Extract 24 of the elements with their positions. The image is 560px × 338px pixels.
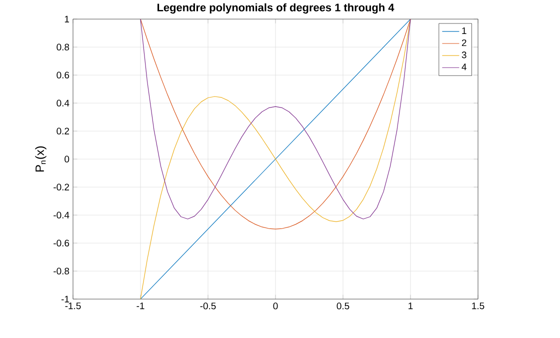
- x-tick-label: 0.5: [336, 302, 350, 310]
- y-tick-label: 0.6: [56, 72, 70, 78]
- y-tick-label: 0.4: [56, 100, 70, 106]
- x-tick-label: -1: [136, 302, 144, 310]
- legend-label: 2: [462, 39, 466, 46]
- y-tick-label: -0.8: [54, 268, 70, 274]
- y-tick-label: 0.8: [56, 44, 70, 50]
- x-tick-label: 1.5: [472, 302, 484, 310]
- y-tick-label: -0.2: [54, 184, 70, 190]
- y-tick-label: -1: [61, 296, 70, 302]
- y-tick-label: 0: [64, 156, 70, 162]
- chart-title: Legendre polynomials of degrees 1 through 4: [157, 3, 394, 14]
- x-tick-label: 0: [273, 302, 278, 310]
- y-tick-label: -0.6: [54, 240, 70, 246]
- legend-label: 3: [462, 52, 466, 58]
- y-tick-label: 0.2: [56, 128, 70, 134]
- legend-label: 4: [462, 64, 466, 70]
- x-tick-label: -1.5: [65, 302, 81, 310]
- legend-label: 1: [462, 27, 466, 34]
- x-tick-label: 1: [408, 302, 413, 310]
- y-tick-label: -0.4: [54, 212, 70, 218]
- y-axis-title: P$_{n}$(x): [35, 146, 46, 172]
- x-tick-label: -0.5: [200, 302, 216, 310]
- y-tick-label: 1: [64, 16, 70, 22]
